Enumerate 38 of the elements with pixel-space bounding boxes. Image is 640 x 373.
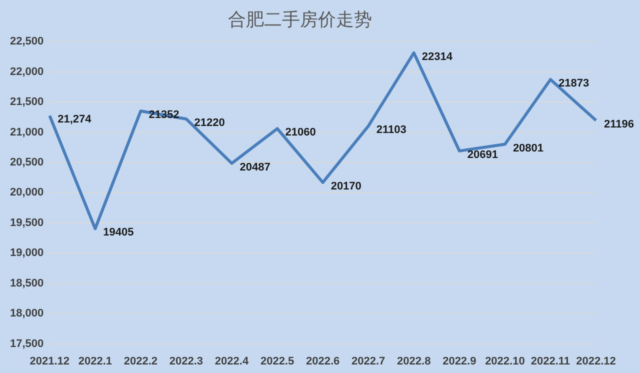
data-label: 21352 (148, 109, 180, 122)
x-tick-label: 2022.9 (442, 355, 476, 368)
chart-title: 合肥二手房价走势 (228, 9, 372, 30)
y-tick-label: 22,500 (10, 36, 44, 48)
x-tick-label: 2022.12 (576, 355, 616, 368)
y-tick-label: 20,000 (10, 186, 44, 199)
y-tick-label: 21,500 (10, 96, 44, 108)
x-tick-label: 2022.2 (124, 355, 158, 368)
data-label: 21873 (558, 78, 590, 90)
y-tick-label: 17,500 (10, 338, 44, 350)
x-tick-label: 2022.7 (352, 355, 386, 368)
data-label: 21,274 (58, 114, 92, 126)
y-tick-label: 19,500 (10, 216, 44, 229)
data-label: 21220 (194, 116, 225, 129)
x-tick-label: 2022.6 (306, 355, 340, 368)
data-label: 20487 (240, 161, 270, 174)
y-tick-label: 18,000 (10, 308, 44, 320)
x-tick-label: 2022.4 (214, 355, 250, 368)
data-label: 19405 (103, 226, 134, 239)
x-tick-label: 2021.12 (30, 355, 70, 368)
data-label: 21103 (376, 124, 406, 136)
x-tick-label: 2022.11 (530, 355, 570, 368)
data-label: 20801 (512, 142, 544, 154)
data-label: 20170 (330, 180, 362, 192)
y-tick-label: 22,000 (10, 66, 44, 78)
y-tick-label: 20,500 (10, 156, 44, 169)
x-tick-label: 2022.3 (169, 355, 204, 368)
x-tick-label: 2022.10 (485, 355, 525, 368)
y-tick-label: 21,000 (10, 126, 44, 138)
data-label: 20691 (467, 148, 498, 161)
x-tick-label: 2022.1 (78, 355, 112, 368)
x-tick-label: 2022.8 (397, 355, 431, 368)
y-tick-label: 19,000 (10, 247, 44, 260)
x-tick-label: 2022.5 (260, 355, 294, 368)
y-tick-label: 18,500 (10, 277, 44, 290)
data-label: 21060 (285, 126, 316, 139)
data-label: 21196 (604, 118, 634, 130)
data-label: 22314 (422, 50, 454, 63)
